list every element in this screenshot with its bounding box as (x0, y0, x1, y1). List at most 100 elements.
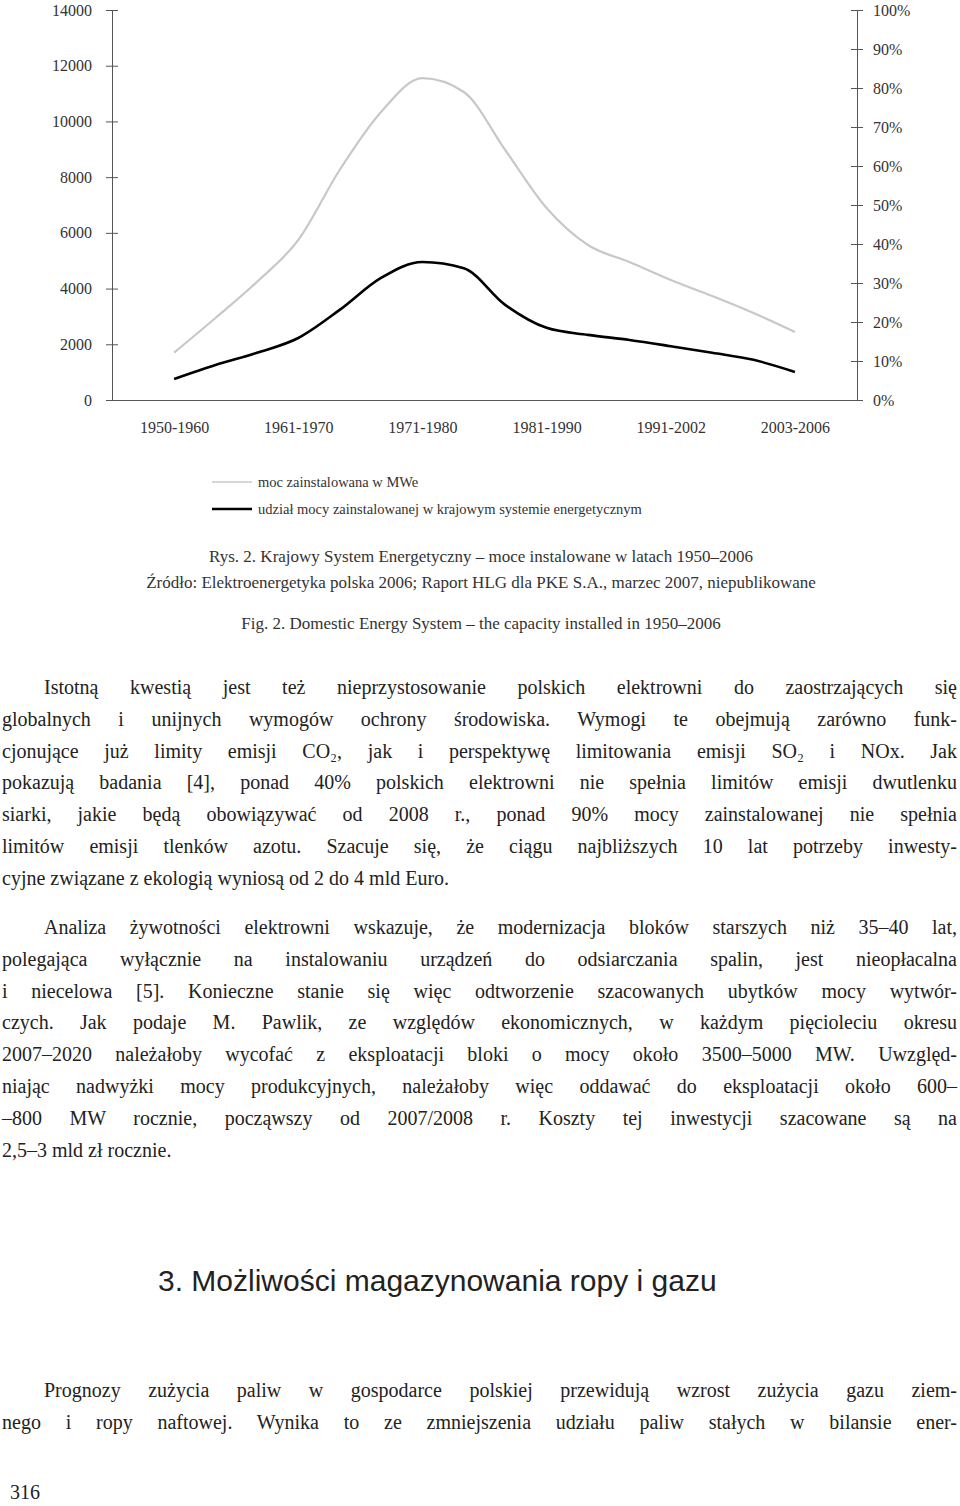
tick-label: 8000 (60, 169, 92, 186)
tick: 10000 (52, 113, 118, 130)
paragraph: Analiza żywotności elektrowni wskazuje, … (2, 912, 957, 1166)
text-line: Prognozy zużycia paliw w gospodarce pols… (2, 1375, 957, 1407)
tick-mark (851, 322, 863, 323)
text-line: pokazują badania [4], ponad 40% polskich… (2, 767, 957, 799)
tick-mark (851, 88, 863, 89)
page-number: 316 (10, 1481, 40, 1504)
tick: 1971-1980 (388, 400, 457, 436)
tick-mark (106, 289, 118, 290)
legend-item: udział mocy zainstalowanej w krajowym sy… (212, 501, 643, 517)
text-line: nego i ropy naftowej. Wynika to ze zmnie… (2, 1407, 957, 1439)
series-line (174, 262, 795, 379)
tick-label: 20% (873, 314, 902, 331)
tick: 2000 (60, 336, 118, 353)
tick-label: 4000 (60, 280, 92, 297)
paragraph: Prognozy zużycia paliw w gospodarce pols… (2, 1375, 957, 1439)
plot-area (174, 78, 795, 379)
tick-label: 70% (873, 119, 902, 136)
tick-mark (106, 233, 118, 234)
tick-mark (106, 344, 118, 345)
text-line: niając nadwyżki mocy produkcyjnych, nale… (2, 1071, 957, 1103)
paragraph: Istotną kwestią jest też nieprzystosowan… (2, 672, 957, 895)
tick-label: 60% (873, 158, 902, 175)
tick-mark (851, 283, 863, 284)
tick-mark (106, 177, 118, 178)
text-line: 2,5–3 mld zł rocznie. (2, 1135, 957, 1167)
text-line: cjonujące już limity emisji CO₂, jak i p… (2, 736, 957, 768)
text-line: Analiza żywotności elektrowni wskazuje, … (2, 912, 957, 944)
tick-label: 0 (84, 392, 92, 409)
tick: 12000 (52, 57, 118, 74)
axis-line (112, 11, 113, 401)
axis-line (113, 400, 858, 401)
text-line: –800 MW rocznie, począwszy od 2007/2008 … (2, 1103, 957, 1135)
caption: Rys. 2. Krajowy System Energetyczny – mo… (209, 547, 753, 566)
legend-swatch (212, 508, 252, 511)
tick: 80% (851, 80, 902, 97)
tick-mark (851, 166, 863, 167)
tick-label: 100% (873, 2, 910, 19)
tick: 1950-1960 (140, 400, 209, 436)
chart: 0 2000 4000 6000 8000 10000 12000 14000 0% 10% 20%… (0, 0, 960, 650)
text-line: Istotną kwestią jest też nieprzystosowan… (2, 672, 957, 704)
text-line: siarki, jakie będą obowiązywać od 2008 r… (2, 799, 957, 831)
tick-label: 90% (873, 41, 902, 58)
tick-mark (851, 49, 863, 50)
tick: 100% (851, 2, 910, 19)
tick-mark (106, 121, 118, 122)
tick-mark (851, 10, 863, 11)
tick-label: 0% (873, 392, 894, 409)
text-line: cyjne związane z ekologią wyniosą od 2 d… (2, 863, 957, 895)
tick: 70% (851, 119, 902, 136)
tick-label: 80% (873, 80, 902, 97)
tick: 90% (851, 41, 902, 58)
tick-mark (106, 10, 118, 11)
tick-mark (851, 205, 863, 206)
caption: Fig. 2. Domestic Energy System – the cap… (241, 614, 720, 633)
text-line: globalnych i unijnych wymogów ochrony śr… (2, 704, 957, 736)
tick-label: 30% (873, 275, 902, 292)
text-line: i niecelowa [5]. Konieczne stanie się wi… (2, 976, 957, 1008)
tick-label: 1981-1990 (512, 419, 581, 436)
tick: 2003-2006 (761, 400, 830, 436)
tick-label: 50% (873, 197, 902, 214)
tick: 1981-1990 (512, 400, 581, 436)
tick: 30% (851, 275, 902, 292)
tick-label: 1991-2002 (637, 419, 706, 436)
y2-axis: 0% 10% 20% 30% 40% 50% 60% 70% 80% 90% 100% (851, 2, 910, 409)
tick: 14000 (52, 2, 118, 19)
tick: 6000 (60, 224, 118, 241)
text-line: 2007–2020 należałoby wycofać z eksploata… (2, 1039, 957, 1071)
tick-label: 2003-2006 (761, 419, 830, 436)
tick: 60% (851, 158, 902, 175)
tick-mark (106, 66, 118, 67)
tick-label: 2000 (60, 336, 92, 353)
tick: 10% (851, 353, 902, 370)
tick-label: 1950-1960 (140, 419, 209, 436)
tick-label: 12000 (52, 57, 92, 74)
tick-label: 6000 (60, 224, 92, 241)
text-line: polegająca wyłącznie na instalowaniu urz… (2, 944, 957, 976)
legend-label: moc zainstalowana w MWe (258, 474, 418, 490)
text-line: czych. Jak podaje M. Pawlik, ze względów… (2, 1007, 957, 1039)
legend-item: moc zainstalowana w MWe (212, 474, 418, 490)
tick-label: 1961-1970 (264, 419, 333, 436)
tick: 40% (851, 236, 902, 253)
tick-mark (851, 244, 863, 245)
tick: 50% (851, 197, 902, 214)
text-line: limitów emisji tlenków azotu. Szacuje si… (2, 831, 957, 863)
tick-label: 40% (873, 236, 902, 253)
caption: Źródło: Elektroenergetyka polska 2006; R… (146, 573, 816, 592)
tick: 8000 (60, 169, 118, 186)
tick-label: 10% (873, 353, 902, 370)
tick: 20% (851, 314, 902, 331)
y-axis: 0 2000 4000 6000 8000 10000 12000 14000 (52, 2, 118, 409)
legend: moc zainstalowana w MWe udział mocy zains… (212, 474, 643, 517)
tick-label: 1971-1980 (388, 419, 457, 436)
tick-mark (851, 127, 863, 128)
legend-label: udział mocy zainstalowanej w krajowym sy… (258, 501, 643, 517)
tick-label: 10000 (52, 113, 92, 130)
legend-swatch (212, 481, 252, 483)
tick: 1991-2002 (637, 400, 706, 436)
x-axis: 1950-1960 1961-1970 1971-1980 1981-1990 1991… (113, 400, 858, 436)
